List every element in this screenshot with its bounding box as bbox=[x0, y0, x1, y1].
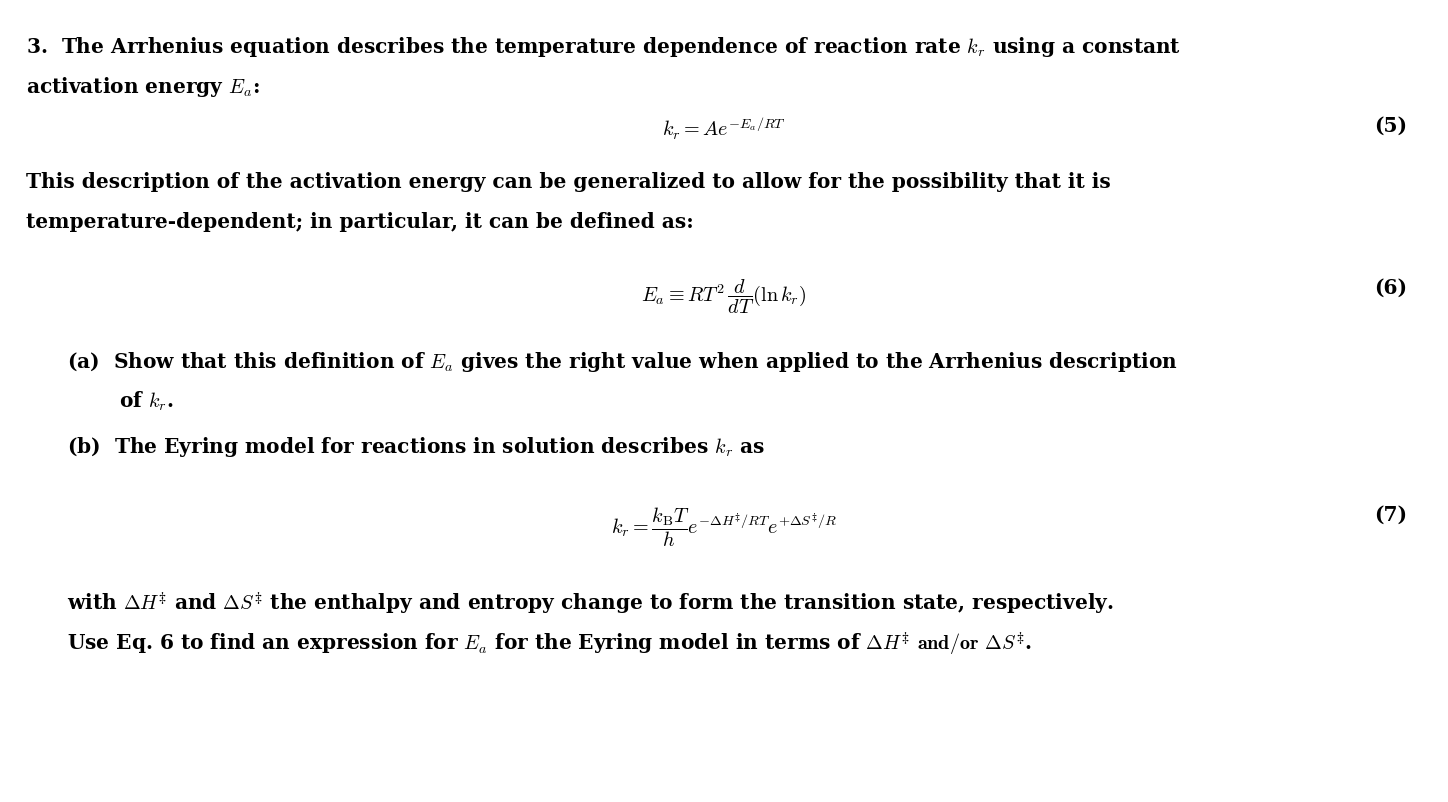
Text: (b)  The Eyring model for reactions in solution describes $k_r$ as: (b) The Eyring model for reactions in so… bbox=[67, 435, 765, 459]
Text: $k_r = Ae^{-E_a/RT}$: $k_r = Ae^{-E_a/RT}$ bbox=[662, 115, 786, 142]
Text: $k_r = \dfrac{k_{\mathrm{B}}T}{h}e^{-\Delta H^{\ddagger}/RT}e^{+\Delta S^{\ddagg: $k_r = \dfrac{k_{\mathrm{B}}T}{h}e^{-\De… bbox=[611, 505, 837, 549]
Text: activation energy $E_a$:: activation energy $E_a$: bbox=[26, 75, 259, 99]
Text: 3.  The Arrhenius equation describes the temperature dependence of reaction rate: 3. The Arrhenius equation describes the … bbox=[26, 35, 1182, 59]
Text: (6): (6) bbox=[1374, 277, 1407, 298]
Text: (a)  Show that this definition of $E_a$ gives the right value when applied to th: (a) Show that this definition of $E_a$ g… bbox=[67, 350, 1177, 374]
Text: temperature-dependent; in particular, it can be defined as:: temperature-dependent; in particular, it… bbox=[26, 212, 694, 232]
Text: This description of the activation energy can be generalized to allow for the po: This description of the activation energ… bbox=[26, 172, 1111, 192]
Text: with $\Delta H^{\ddagger}$ and $\Delta S^{\ddagger}$ the enthalpy and entropy ch: with $\Delta H^{\ddagger}$ and $\Delta S… bbox=[67, 590, 1114, 616]
Text: of $k_r$.: of $k_r$. bbox=[119, 390, 174, 413]
Text: (7): (7) bbox=[1374, 505, 1407, 525]
Text: $E_a \equiv RT^2\,\dfrac{d}{dT}(\mathrm{ln}\,k_r)$: $E_a \equiv RT^2\,\dfrac{d}{dT}(\mathrm{… bbox=[641, 277, 807, 316]
Text: (5): (5) bbox=[1374, 115, 1407, 136]
Text: Use Eq. 6 to find an expression for $E_a$ for the Eyring model in terms of $\Del: Use Eq. 6 to find an expression for $E_a… bbox=[67, 630, 1031, 658]
